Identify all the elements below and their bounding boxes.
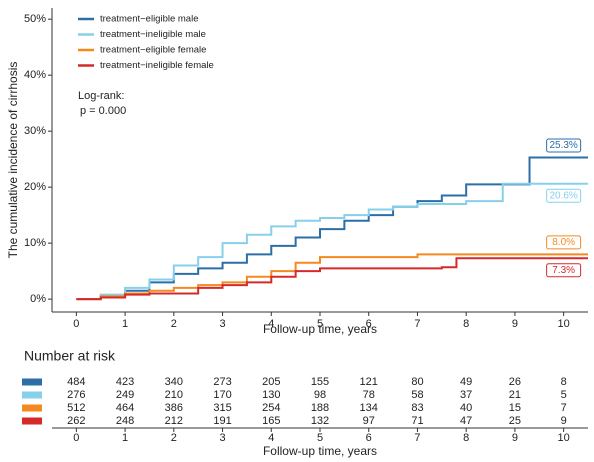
x-tick-label: 7: [414, 318, 420, 330]
risk-count: 71: [411, 415, 423, 427]
risk-count: 98: [314, 389, 326, 401]
risk-count: 78: [363, 389, 375, 401]
value-label: 8.0%: [552, 237, 575, 248]
series-line: [76, 257, 588, 301]
risk-count: 484: [67, 376, 85, 388]
risk-x-axis-label: Follow-up time, years: [263, 444, 377, 458]
risk-count: 248: [116, 415, 134, 427]
annotation-title: Log-rank:: [78, 90, 124, 102]
risk-x-tick-label: 1: [122, 432, 128, 444]
x-tick-label: 5: [317, 318, 323, 330]
risk-count: 276: [67, 389, 85, 401]
risk-count: 26: [509, 376, 521, 388]
value-label: 7.3%: [552, 265, 575, 276]
risk-count: 80: [411, 376, 423, 388]
risk-count: 212: [165, 415, 183, 427]
risk-count: 121: [360, 376, 378, 388]
risk-count: 47: [460, 415, 472, 427]
x-tick-label: 8: [463, 318, 469, 330]
x-tick-label: 10: [558, 318, 570, 330]
legend-label: treatment−eligible female: [100, 45, 206, 56]
x-tick-label: 2: [171, 318, 177, 330]
y-tick-label: 30%: [24, 125, 46, 137]
x-tick-label: 6: [366, 318, 372, 330]
risk-x-tick-label: 10: [558, 432, 570, 444]
risk-count: 8: [561, 376, 567, 388]
risk-count: 205: [262, 376, 280, 388]
series-line: [76, 156, 588, 301]
legend-label: treatment−ineligible female: [100, 60, 214, 71]
risk-table-title: Number at risk: [24, 348, 116, 364]
y-tick-label: 40%: [24, 69, 46, 81]
risk-count: 83: [411, 402, 423, 414]
risk-count: 315: [213, 402, 231, 414]
value-label-box: [546, 188, 582, 203]
risk-count: 21: [509, 389, 521, 401]
value-label-box: [546, 138, 582, 153]
risk-count: 464: [116, 402, 134, 414]
risk-count: 386: [165, 402, 183, 414]
x-tick-label: 1: [122, 318, 128, 330]
risk-count: 188: [311, 402, 329, 414]
risk-count: 423: [116, 376, 134, 388]
x-tick-label: 3: [219, 318, 225, 330]
y-axis-label: The cumulative incidence of cirrhosis: [6, 62, 20, 259]
risk-count: 5: [561, 389, 567, 401]
risk-count: 273: [213, 376, 231, 388]
risk-count: 58: [411, 389, 423, 401]
risk-count: 132: [311, 415, 329, 427]
risk-count: 37: [460, 389, 472, 401]
x-axis-label: Follow-up time, years: [263, 322, 377, 336]
risk-count: 134: [360, 402, 378, 414]
risk-count: 170: [213, 389, 231, 401]
risk-x-tick-label: 3: [219, 432, 225, 444]
risk-x-tick-label: 7: [414, 432, 420, 444]
series-line: [76, 253, 588, 301]
risk-count: 25: [509, 415, 521, 427]
risk-count: 191: [213, 415, 231, 427]
risk-x-tick-label: 4: [268, 432, 274, 444]
risk-count: 512: [67, 402, 85, 414]
risk-x-tick-label: 6: [366, 432, 372, 444]
risk-count: 210: [165, 389, 183, 401]
x-tick-label: 0: [73, 318, 79, 330]
y-tick-label: 50%: [24, 13, 46, 25]
x-tick-label: 9: [512, 318, 518, 330]
risk-count: 40: [460, 402, 472, 414]
risk-count: 130: [262, 389, 280, 401]
risk-row-color: [22, 404, 42, 412]
x-tick-label: 4: [268, 318, 274, 330]
risk-count: 165: [262, 415, 280, 427]
annotation-text: p = 0.000: [80, 105, 126, 117]
risk-count: 15: [509, 402, 521, 414]
value-label-box: [546, 235, 582, 250]
value-label-box: [546, 263, 582, 278]
risk-x-tick-label: 8: [463, 432, 469, 444]
risk-count: 9: [561, 415, 567, 427]
y-tick-label: 0%: [30, 293, 46, 305]
risk-count: 97: [363, 415, 375, 427]
series-line: [76, 182, 588, 301]
legend-label: treatment−ineligible male: [100, 29, 206, 40]
risk-count: 155: [311, 376, 329, 388]
y-tick-label: 20%: [24, 181, 46, 193]
legend-label: treatment−eligible male: [100, 14, 198, 25]
value-label: 25.3%: [549, 140, 577, 151]
risk-x-tick-label: 5: [317, 432, 323, 444]
risk-count: 49: [460, 376, 472, 388]
y-tick-label: 10%: [24, 237, 46, 249]
risk-x-tick-label: 0: [73, 432, 79, 444]
risk-x-tick-label: 9: [512, 432, 518, 444]
risk-row-color: [22, 378, 42, 386]
risk-row-color: [22, 417, 42, 425]
value-label: 20.6%: [549, 190, 577, 201]
risk-count: 7: [561, 402, 567, 414]
risk-count: 262: [67, 415, 85, 427]
risk-count: 340: [165, 376, 183, 388]
risk-x-tick-label: 2: [171, 432, 177, 444]
risk-count: 254: [262, 402, 280, 414]
risk-count: 249: [116, 389, 134, 401]
risk-row-color: [22, 391, 42, 399]
